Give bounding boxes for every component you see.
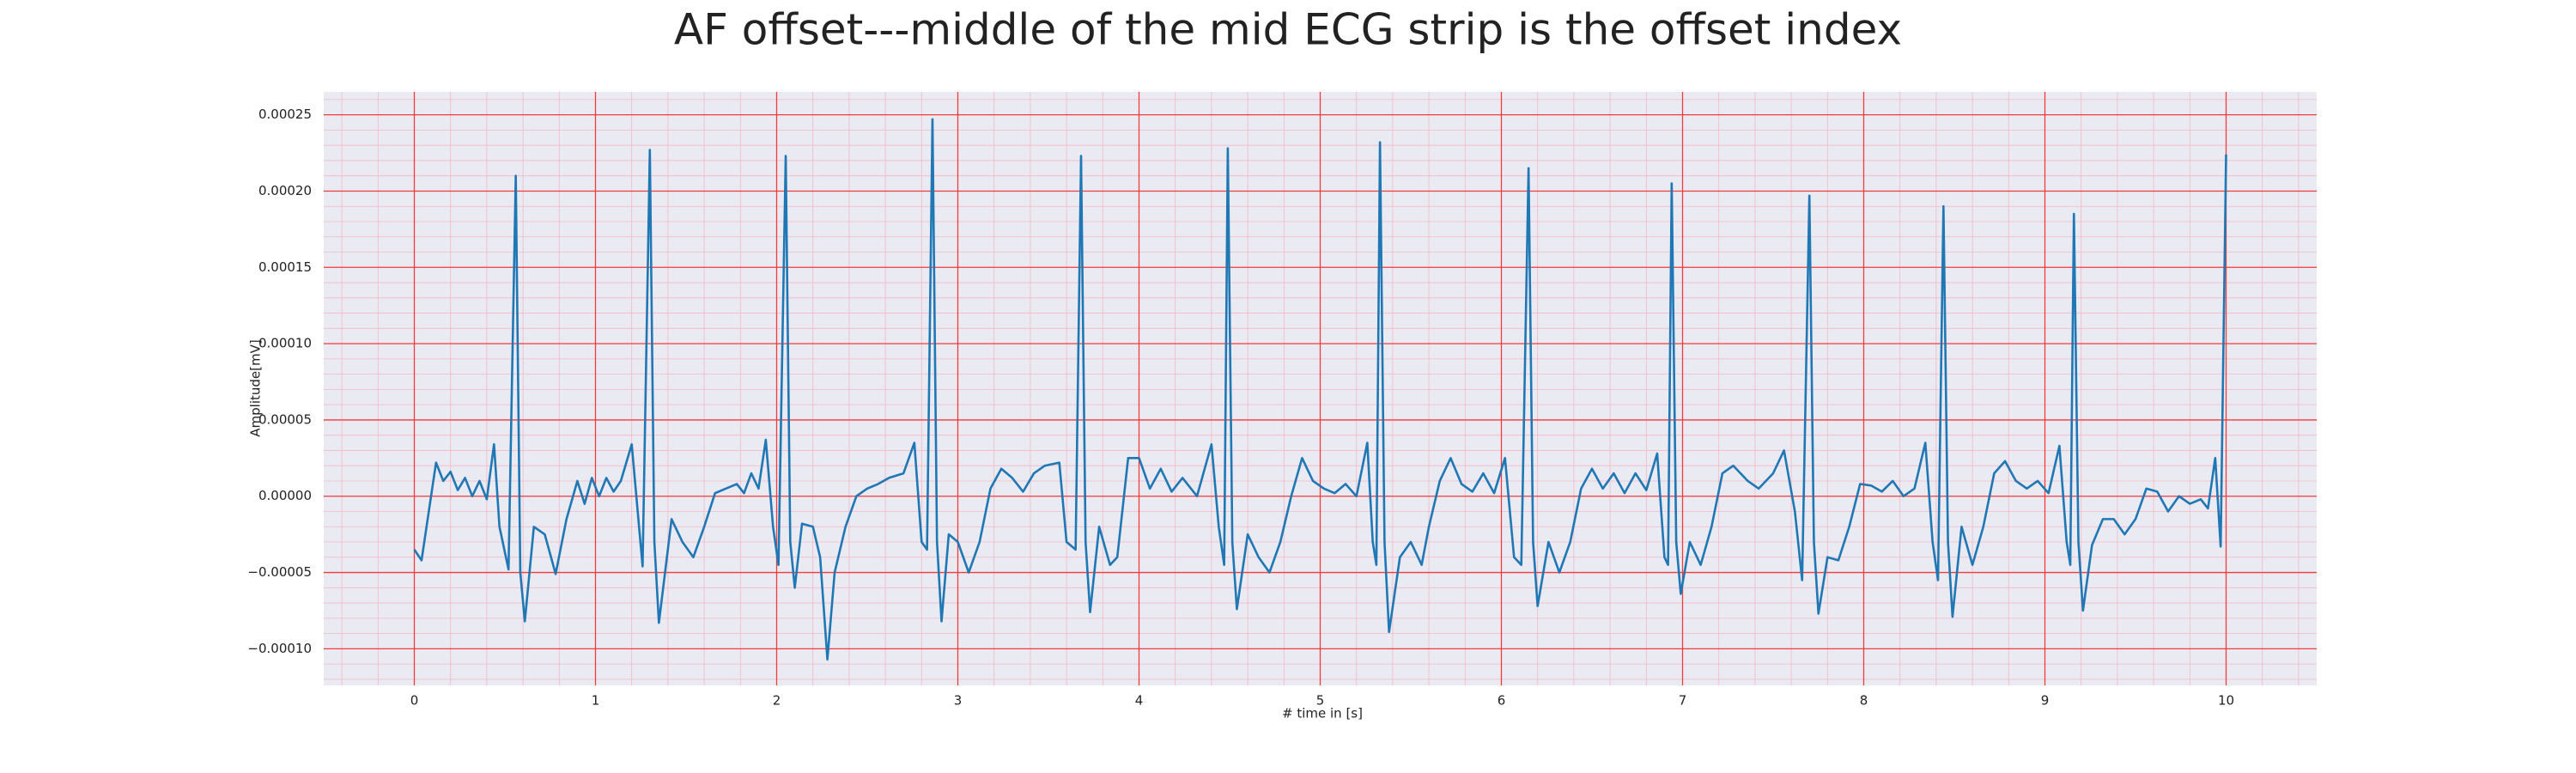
x-tick-label: 8 (1860, 693, 1868, 709)
x-tick-label: 9 (2041, 693, 2050, 709)
y-tick-label: 0.00010 (258, 336, 312, 351)
x-tick-label: 10 (2218, 693, 2234, 709)
x-tick-label: 0 (410, 693, 419, 709)
x-tick-label: 6 (1498, 693, 1506, 709)
y-tick-label: −0.00005 (247, 564, 312, 580)
ecg-line (413, 118, 2227, 661)
y-axis-label: Amplitude[mV] (248, 339, 264, 436)
x-tick-label: 4 (1135, 693, 1144, 709)
chart-title: AF offset---middle of the mid ECG strip … (674, 5, 1902, 55)
x-tick-label: 7 (1679, 693, 1687, 709)
x-tick-label: 5 (1316, 693, 1325, 709)
x-tick-label: 3 (954, 693, 963, 709)
y-tick-label: 0.00005 (258, 411, 312, 427)
y-tick-label: 0.00000 (258, 488, 312, 503)
x-tick-label: 2 (773, 693, 781, 709)
x-axis-label: # time in [s] (1282, 706, 1363, 721)
y-tick-label: 0.00020 (258, 183, 312, 198)
y-tick-label: −0.00010 (247, 641, 312, 656)
y-tick-label: 0.00025 (258, 107, 312, 122)
x-tick-label: 1 (592, 693, 600, 709)
y-tick-label: 0.00015 (258, 259, 312, 275)
